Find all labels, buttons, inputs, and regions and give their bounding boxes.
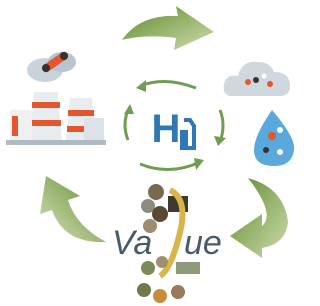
diagram: H Va ue (0, 0, 300, 306)
value-word-end: ue (184, 224, 222, 262)
logo-letter: H (152, 107, 181, 151)
cycle-arrow-right (230, 178, 288, 258)
value-word-start: Va (112, 224, 152, 262)
water-drop-icon (254, 110, 294, 166)
cycle-arrow-top (122, 6, 214, 50)
page: H Va ue (() => { const data = JSON.parse… (0, 0, 300, 306)
factory-icon (6, 50, 106, 145)
cycle-arrow-left (40, 176, 106, 242)
cloud-icon (224, 62, 290, 96)
